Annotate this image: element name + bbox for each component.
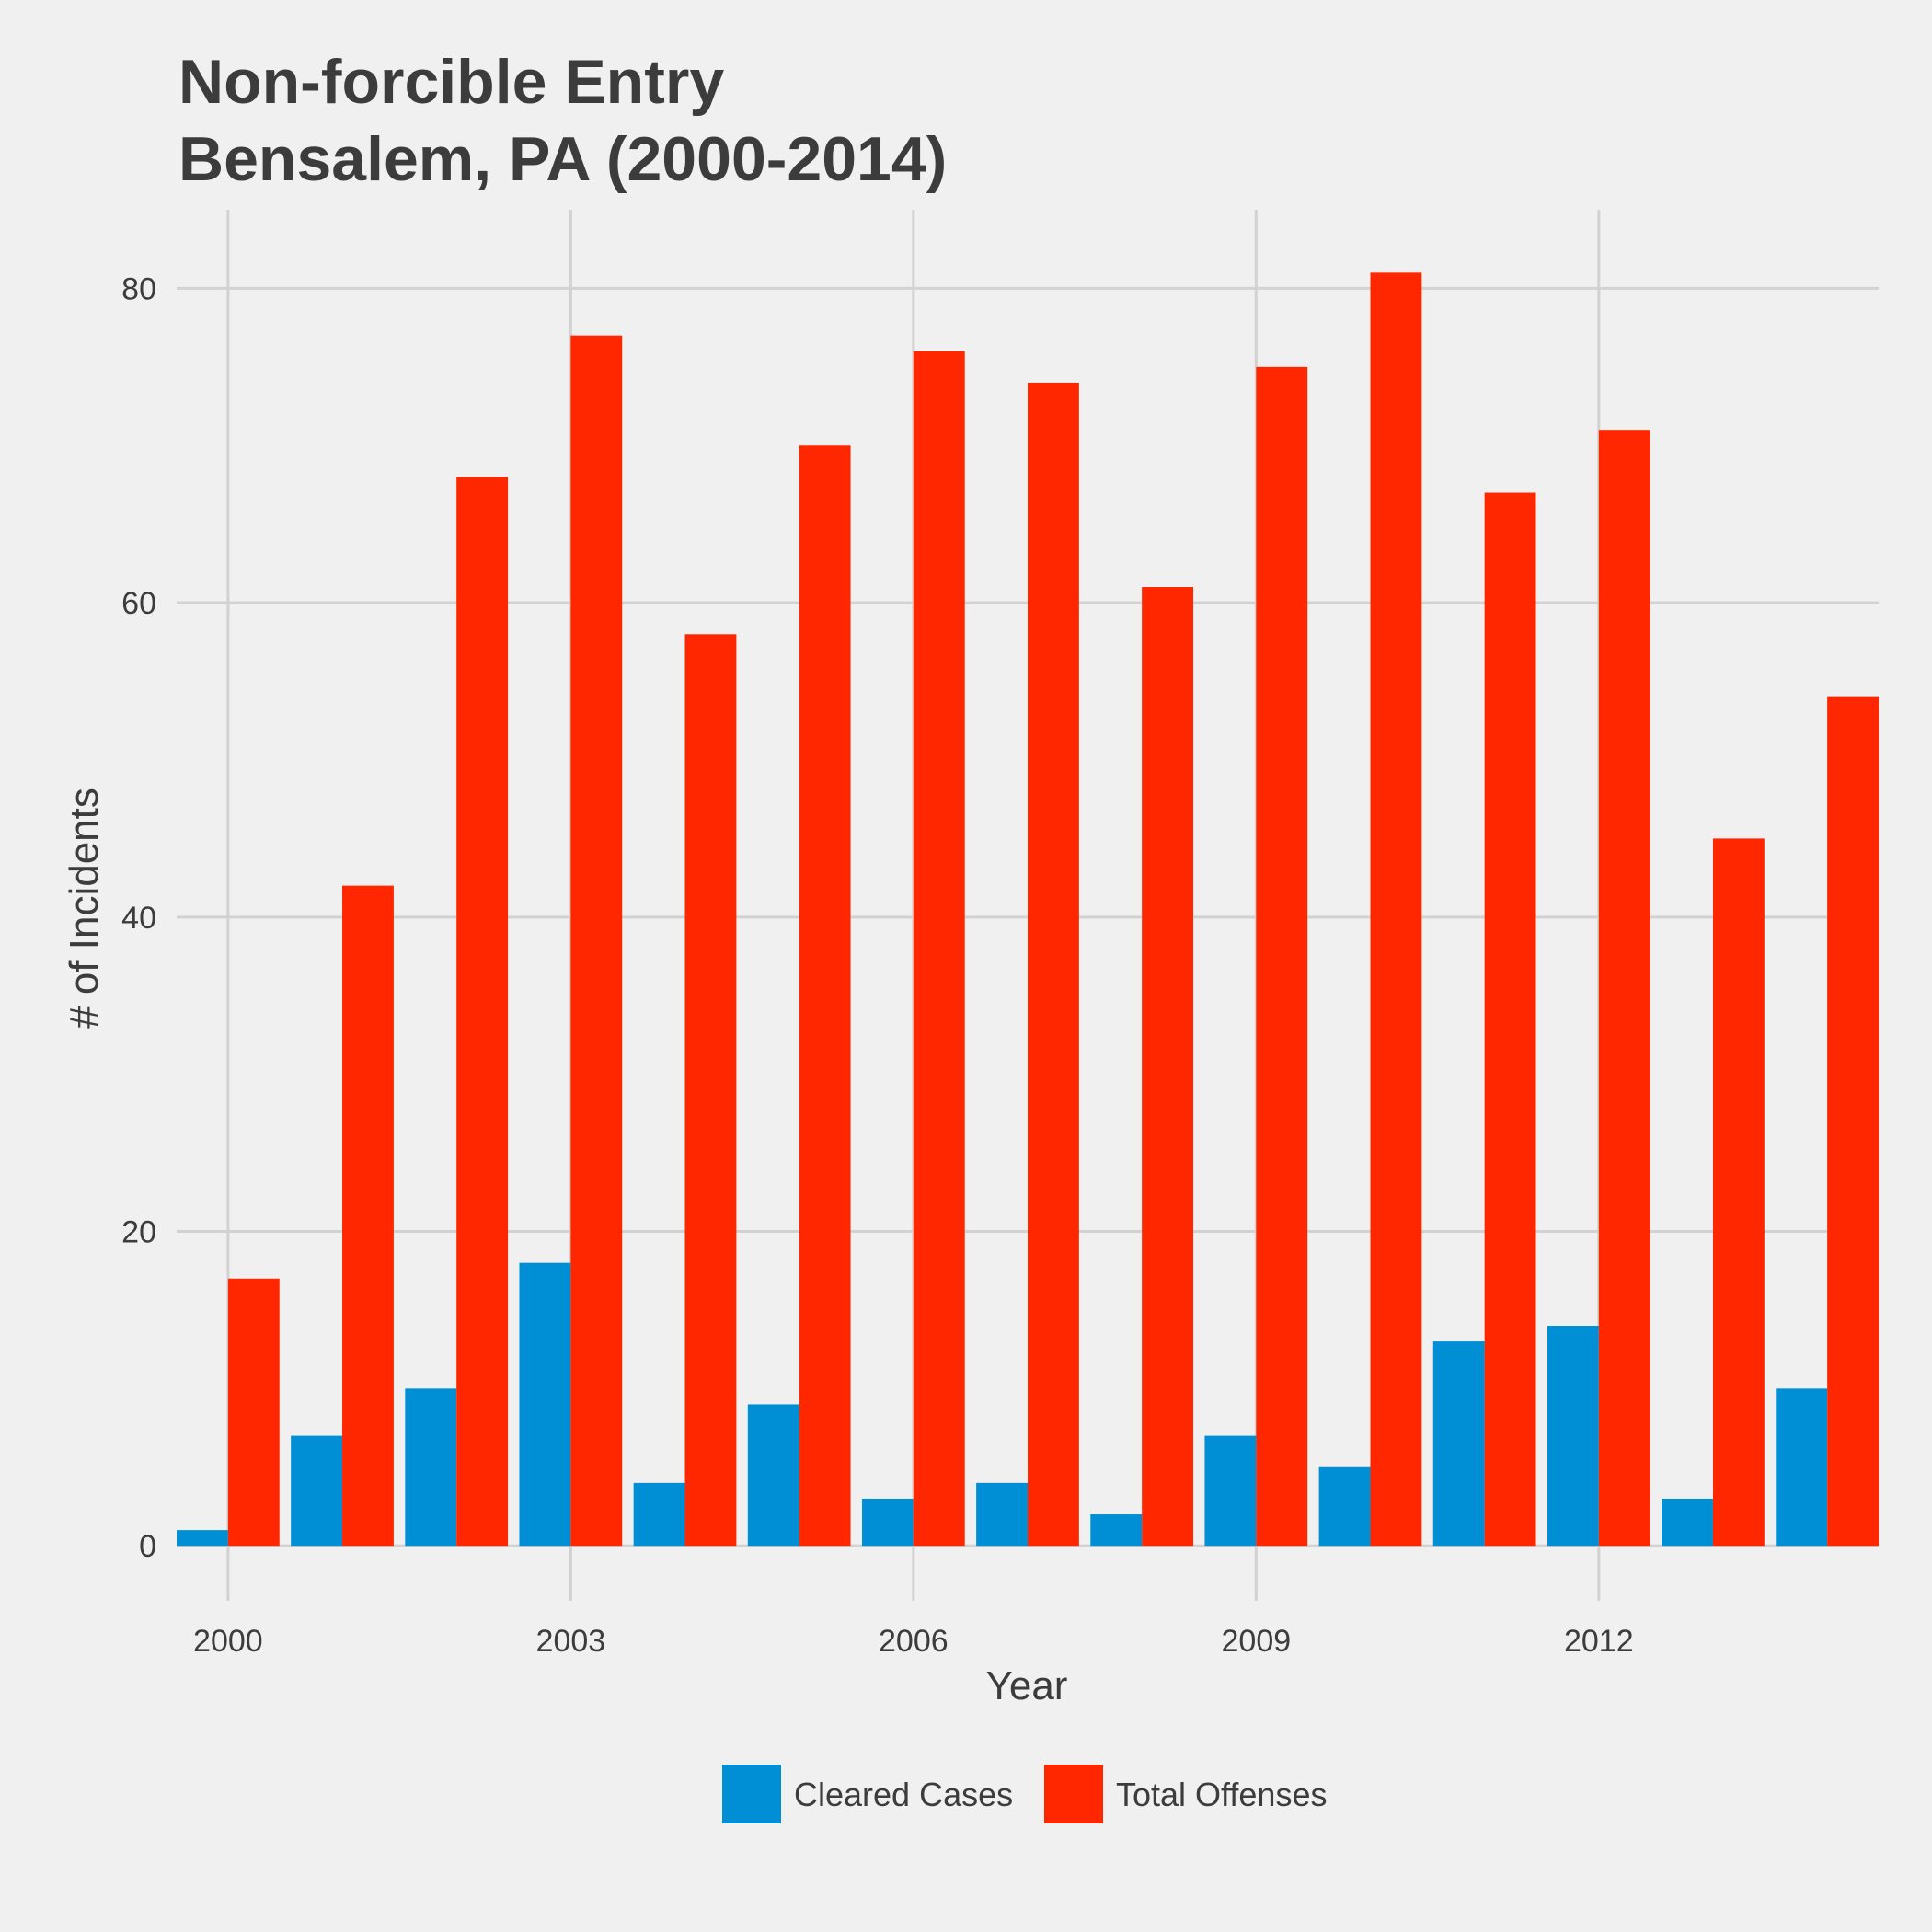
bar-total-offenses-2009 (1256, 366, 1308, 1547)
y-tick-label: 0 (139, 1529, 156, 1564)
x-tick-label: 2006 (879, 1624, 949, 1659)
bar-total-offenses-2012 (1598, 430, 1650, 1547)
bar-cleared-cases-2009 (1204, 1435, 1257, 1547)
x-axis-title: Year (986, 1663, 1068, 1708)
bar-cleared-cases-2001 (291, 1435, 343, 1547)
bar-cleared-cases-2000 (177, 1530, 228, 1547)
bar-total-offenses-2011 (1484, 492, 1536, 1547)
bar-total-offenses-2014 (1827, 696, 1879, 1547)
x-tick-label: 2000 (193, 1624, 263, 1659)
x-tick-label: 2003 (536, 1624, 606, 1659)
legend-key-total-offenses (1044, 1765, 1103, 1823)
bar-total-offenses-2005 (799, 445, 851, 1547)
bar-cleared-cases-2002 (405, 1388, 457, 1547)
bar-cleared-cases-2007 (976, 1482, 1028, 1547)
bar-cleared-cases-2004 (633, 1482, 685, 1547)
legend: Cleared Cases Total Offenses (722, 1765, 1327, 1823)
y-tick-label: 20 (121, 1215, 156, 1250)
bar-cleared-cases-2010 (1318, 1466, 1371, 1547)
y-axis-tick-labels: 0 20 40 60 80 (121, 271, 156, 1564)
bar-cleared-cases-2014 (1776, 1388, 1828, 1547)
bar-total-offenses-2006 (913, 351, 965, 1547)
legend-key-cleared-cases (722, 1765, 781, 1823)
x-tick-label: 2012 (1564, 1624, 1634, 1659)
chart-title: Non-forcible Entry Bensalem, PA (2000-20… (178, 47, 947, 194)
bar-total-offenses-2007 (1028, 382, 1079, 1547)
bars (177, 272, 1879, 1547)
bar-total-offenses-2004 (684, 634, 737, 1547)
y-tick-label: 60 (121, 586, 156, 621)
bar-total-offenses-2001 (342, 885, 394, 1547)
x-axis-tick-labels: 2000 2003 2006 2009 2012 (193, 1624, 1634, 1659)
bar-total-offenses-2000 (227, 1278, 280, 1547)
bar-cleared-cases-2011 (1432, 1341, 1485, 1547)
bar-cleared-cases-2008 (1090, 1514, 1143, 1547)
y-tick-label: 80 (121, 271, 156, 306)
bar-total-offenses-2008 (1142, 587, 1194, 1547)
x-tick-label: 2009 (1222, 1624, 1292, 1659)
bar-total-offenses-2010 (1370, 272, 1422, 1547)
bar-cleared-cases-2003 (519, 1262, 571, 1547)
legend-label-total-offenses: Total Offenses (1116, 1776, 1327, 1813)
bar-cleared-cases-2013 (1662, 1498, 1713, 1547)
bar-total-offenses-2003 (570, 335, 623, 1547)
y-tick-label: 40 (121, 901, 156, 936)
bar-cleared-cases-2006 (861, 1498, 914, 1547)
y-axis-title: # of Incidents (62, 788, 107, 1029)
bar-cleared-cases-2005 (747, 1404, 799, 1547)
chart-title-line-1: Non-forcible Entry (178, 47, 724, 117)
bar-total-offenses-2002 (456, 477, 509, 1547)
bar-cleared-cases-2012 (1547, 1326, 1599, 1547)
legend-label-cleared-cases: Cleared Cases (794, 1776, 1013, 1813)
chart-title-line-2: Bensalem, PA (2000-2014) (178, 124, 947, 194)
bar-total-offenses-2013 (1712, 838, 1765, 1547)
